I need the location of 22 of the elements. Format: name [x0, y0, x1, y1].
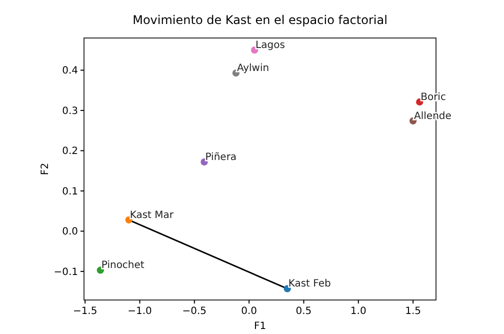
- x-tick-label: −0.5: [182, 306, 207, 317]
- y-axis-title: F2: [40, 162, 51, 176]
- series-label: Pinochet: [101, 260, 144, 272]
- x-tick-label: 1.5: [405, 306, 421, 317]
- y-tick-label: 0.0: [62, 226, 78, 238]
- series-label: Piñera: [205, 152, 237, 163]
- x-tick-label: 0.0: [241, 306, 258, 317]
- series-label: Aylwin: [236, 63, 270, 74]
- series-label: Lagos: [256, 40, 285, 52]
- y-tick-label: 0.3: [62, 106, 78, 117]
- series-label: Kast Mar: [130, 210, 174, 221]
- chart-title: Movimiento de Kast en el espacio factorial: [132, 13, 388, 27]
- y-tick-label: 0.2: [62, 146, 78, 158]
- y-tick-label: 0.1: [62, 186, 78, 198]
- x-tick-label: 1.0: [350, 306, 366, 317]
- x-tick-label: −1.5: [72, 306, 98, 317]
- y-tick-label: 0.4: [62, 66, 78, 77]
- x-tick-label: −1.0: [128, 306, 152, 317]
- series-label: Kast Feb: [288, 278, 331, 290]
- x-axis-title: F1: [254, 321, 266, 332]
- y-tick-label: −0.1: [54, 266, 78, 278]
- x-tick-label: 0.5: [296, 306, 312, 317]
